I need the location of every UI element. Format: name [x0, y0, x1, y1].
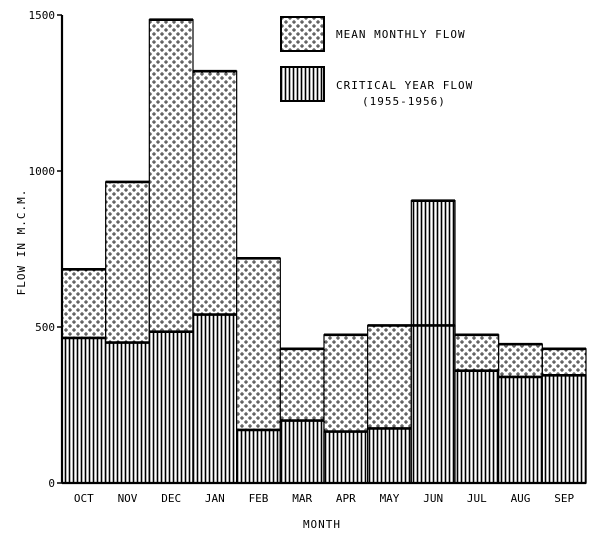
x-tick-label-nov: NOV: [118, 492, 138, 505]
x-tick-label-jan: JAN: [205, 492, 225, 505]
x-tick-label-apr: APR: [336, 492, 356, 505]
x-tick-label-feb: FEB: [249, 492, 269, 505]
axes-layer: [60, 15, 586, 485]
x-axis-title: MONTH: [303, 518, 341, 531]
y-tick-label-500: 500: [35, 321, 55, 334]
x-tick-label-jul: JUL: [467, 492, 487, 505]
bar-critical-may: [367, 427, 412, 484]
legend-swatch-critical-year-flow: [280, 66, 325, 102]
x-tick-label-sep: SEP: [554, 492, 574, 505]
bar-critical-jul: [454, 370, 500, 484]
legend: MEAN MONTHLY FLOW CRITICAL YEAR FLOW (19…: [280, 16, 473, 108]
x-tick-label-oct: OCT: [74, 492, 94, 505]
legend-label-critical-year-flow: CRITICAL YEAR FLOW: [336, 79, 473, 92]
bar-critical-oct: [61, 337, 107, 484]
legend-swatch-mean-monthly-flow: [280, 16, 325, 52]
bar-critical-apr: [323, 430, 369, 484]
x-tick-label-aug: AUG: [511, 492, 531, 505]
x-tick-label-mar: MAR: [292, 492, 312, 505]
bar-critical-feb: [236, 429, 281, 484]
x-tick-label-may: MAY: [380, 492, 400, 505]
bar-critical-aug: [498, 376, 543, 484]
x-tick-label-jun: JUN: [423, 492, 443, 505]
legend-label-mean-monthly-flow: MEAN MONTHLY FLOW: [336, 28, 466, 41]
ticks-layer: 0 500 1000 1500: [29, 9, 62, 490]
bar-critical-dec: [148, 331, 194, 484]
x-tick-labels: OCT NOV DEC JAN FEB MAR APR MAY JUN JUL AUG SEP: [74, 492, 575, 505]
x-tick-label-dec: DEC: [161, 492, 181, 505]
y-tick-label-1000: 1000: [29, 165, 56, 178]
y-axis-title: FLOW IN M.C.M.: [15, 189, 28, 296]
bar-critical-nov: [105, 342, 150, 484]
bars-layer: [61, 18, 587, 484]
bar-critical-jan: [192, 313, 238, 484]
bar-critical-sep: [541, 374, 587, 484]
y-axis-title-group: FLOW IN M.C.M.: [15, 189, 28, 296]
legend-label-critical-year-period: (1955-1956): [362, 95, 446, 108]
y-tick-label-0: 0: [48, 477, 55, 490]
bar-critical-mar: [279, 420, 325, 484]
bar-critical-jun: [410, 200, 456, 484]
y-tick-label-1500: 1500: [29, 9, 56, 22]
